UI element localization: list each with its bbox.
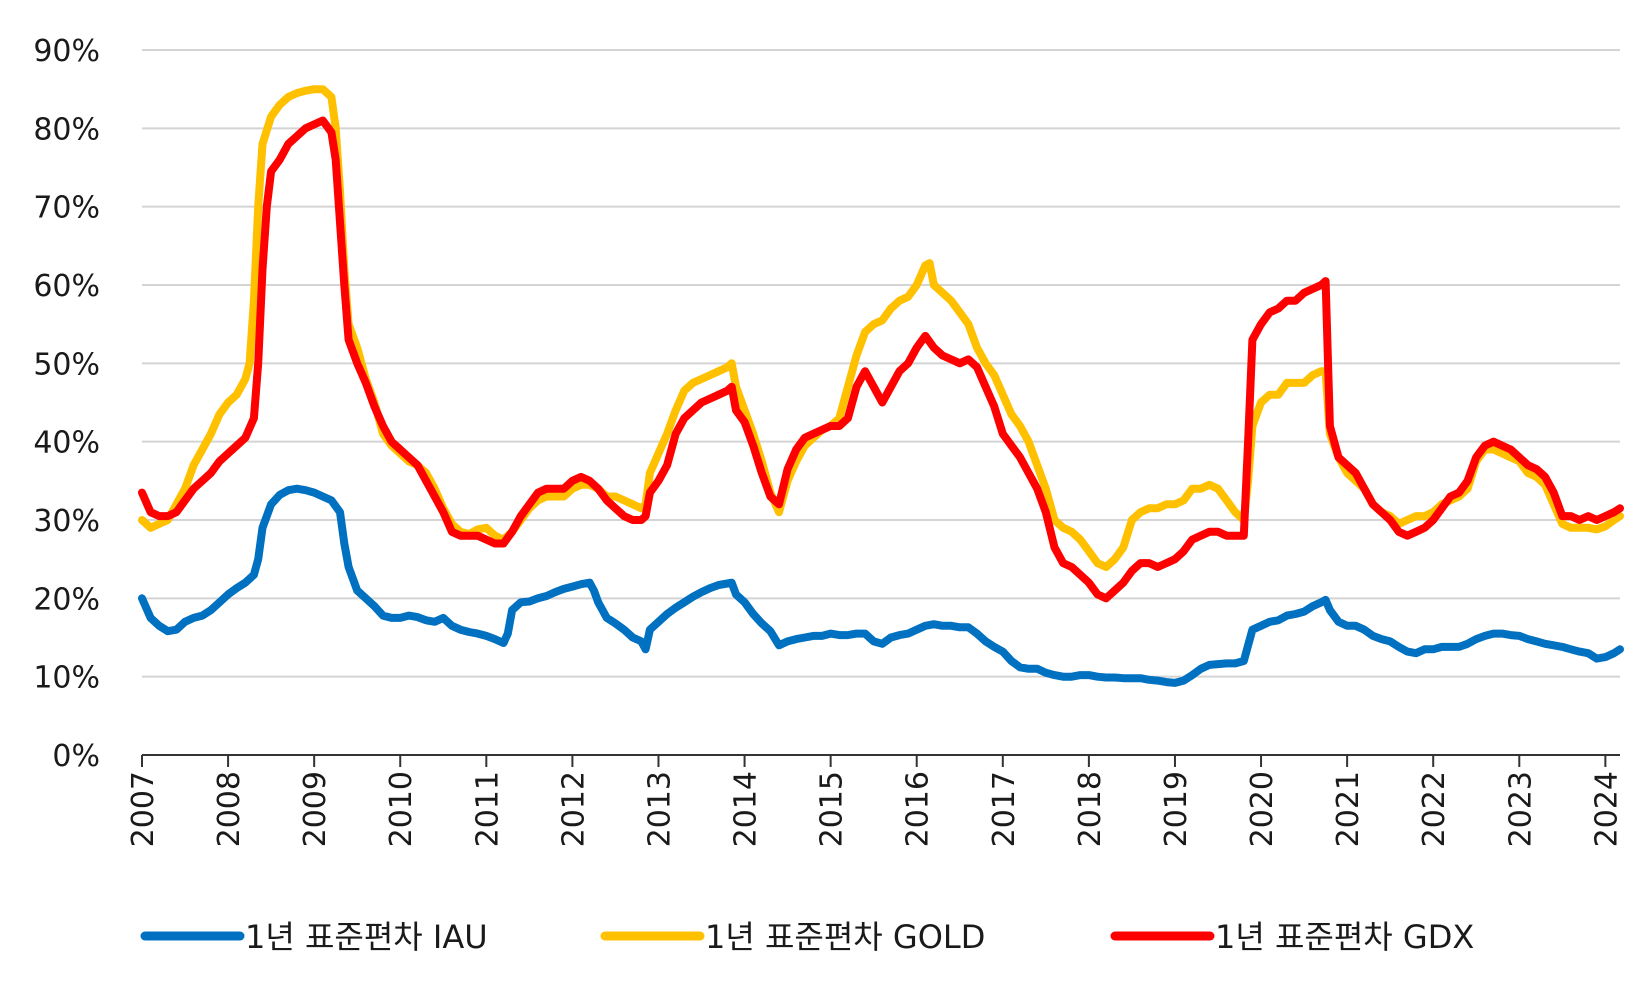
y-tick-label: 50%	[33, 347, 100, 382]
y-tick-label: 20%	[33, 582, 100, 617]
y-tick-label: 80%	[33, 112, 100, 147]
x-tick-label: 2018	[1073, 771, 1108, 847]
legend-label: 1년 표준편차 GDX	[1215, 918, 1474, 956]
x-tick-label: 2010	[384, 771, 419, 847]
x-tick-label: 2012	[556, 771, 591, 847]
x-tick-label: 2020	[1245, 771, 1280, 847]
x-tick-label: 2016	[901, 771, 936, 847]
y-tick-label: 0%	[52, 739, 100, 774]
series-line-1	[138, 85, 1624, 571]
legend-label: 1년 표준편차 IAU	[245, 918, 488, 956]
series-line-0	[138, 484, 1624, 687]
y-tick-label: 40%	[33, 426, 100, 461]
legend-label: 1년 표준편차 GOLD	[705, 918, 985, 956]
x-tick-label: 2022	[1417, 771, 1452, 847]
legend: 1년 표준편차 IAU 1년 표준편차 GOLD 1년 표준편차 GDX	[140, 918, 1474, 956]
axes: 0% 10% 20% 30% 40% 50% 60% 70% 80% 90% 2007 2008 200…	[33, 34, 1624, 847]
x-tick-label: 2007	[126, 771, 161, 847]
x-tick-label: 2011	[470, 771, 505, 847]
x-tick-label: 2009	[298, 771, 333, 847]
y-tick-label: 60%	[33, 269, 100, 304]
x-tick-label: 2013	[642, 771, 677, 847]
x-tick-label: 2014	[729, 771, 764, 847]
y-tick-label: 70%	[33, 191, 100, 226]
x-tick-label: 2024	[1589, 771, 1624, 847]
series-line-2	[138, 116, 1624, 603]
x-tick-label: 2019	[1159, 771, 1194, 847]
y-tick-label: 30%	[33, 504, 100, 539]
x-tick-label: 2023	[1503, 771, 1538, 847]
y-tick-label: 10%	[33, 661, 100, 696]
x-tick-label: 2015	[815, 771, 850, 847]
x-tick-label: 2008	[212, 771, 247, 847]
series-lines	[138, 85, 1624, 687]
x-tick-label: 2017	[987, 771, 1022, 847]
y-tick-label: 90%	[33, 34, 100, 69]
x-tick-label: 2021	[1331, 771, 1366, 847]
